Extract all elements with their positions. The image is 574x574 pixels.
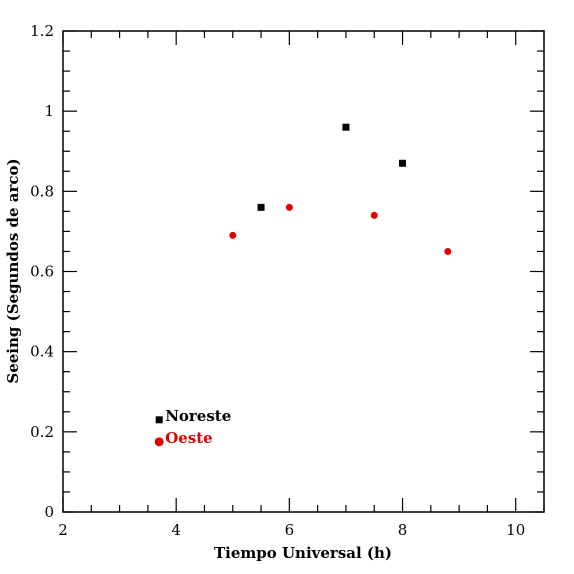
x-tick-label: 10 (506, 521, 525, 539)
data-point-oeste (444, 247, 452, 255)
legend-label-noreste: Noreste (165, 407, 231, 425)
y-tick-label: 1 (44, 102, 54, 120)
x-tick-label: 8 (398, 521, 408, 539)
y-tick-label: 0 (44, 503, 54, 521)
data-points (229, 123, 452, 255)
data-point-oeste (285, 203, 293, 211)
x-tick-label: 6 (285, 521, 295, 539)
legend-marker-oeste (154, 437, 164, 447)
y-axis-label: Seeing (Segundos de arco) (4, 158, 22, 383)
legend-label-oeste: Oeste (165, 429, 213, 447)
y-tick-label: 0.6 (30, 263, 54, 281)
y-tick-label: 0.8 (30, 182, 54, 200)
x-axis-label: Tiempo Universal (h) (214, 544, 392, 562)
data-point-noreste (342, 123, 350, 131)
y-tick-label: 1.2 (30, 22, 54, 40)
data-point-noreste (257, 203, 265, 211)
x-tick-label: 4 (171, 521, 181, 539)
plot-frame (62, 30, 545, 513)
legend-marker-noreste (155, 416, 163, 424)
x-tick-label: 2 (58, 521, 68, 539)
y-tick-label: 0.4 (30, 343, 54, 361)
y-tick-label: 0.2 (30, 423, 54, 441)
data-point-oeste (229, 231, 237, 239)
axis-ticks (62, 30, 545, 513)
data-point-oeste (370, 211, 378, 219)
tick-labels: 2 4 6 8 10 0 0.2 0.4 0.6 0.8 1 1.2 (30, 22, 525, 539)
legend: Noreste Oeste (154, 407, 231, 447)
data-point-noreste (399, 159, 407, 167)
